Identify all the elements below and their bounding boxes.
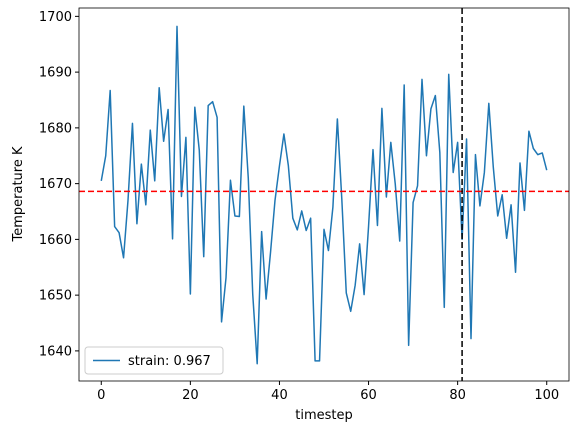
x-tick-label: 20: [182, 388, 199, 403]
y-tick-label: 1700: [39, 10, 72, 25]
y-tick-label: 1690: [39, 66, 72, 81]
x-tick-label: 0: [97, 388, 105, 403]
y-tick-label: 1640: [39, 344, 72, 359]
x-tick-label: 60: [360, 388, 377, 403]
x-tick-label: 100: [534, 388, 559, 403]
legend-label: strain: 0.967: [128, 354, 211, 369]
y-tick-label: 1650: [39, 289, 72, 304]
x-axis-label: timestep: [295, 408, 353, 423]
y-tick-label: 1660: [39, 233, 72, 248]
y-tick-label: 1680: [39, 121, 72, 136]
x-tick-label: 40: [271, 388, 288, 403]
data-line: [100, 25, 548, 365]
y-axis-label: Temperature K: [11, 146, 26, 242]
axes-frame: [78, 7, 570, 382]
x-tick-label: 80: [449, 388, 466, 403]
y-tick-label: 1670: [39, 177, 72, 192]
legend-box: [84, 346, 224, 375]
